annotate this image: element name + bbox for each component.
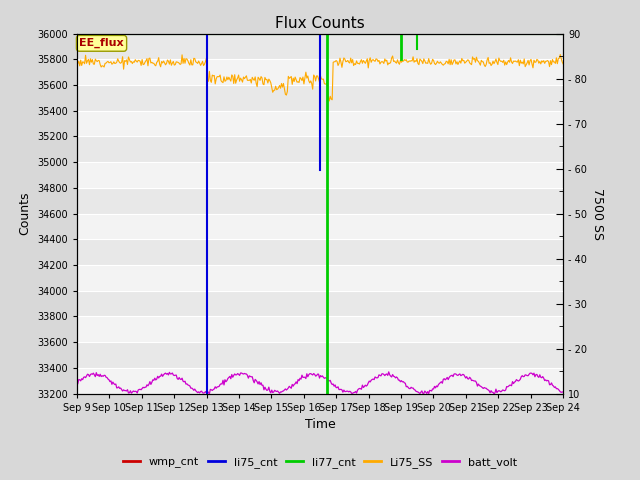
Bar bbox=[77, 316, 563, 342]
Bar bbox=[77, 214, 563, 240]
Bar bbox=[77, 111, 563, 136]
Legend: wmp_cnt, li75_cnt, li77_cnt, Li75_SS, batt_volt: wmp_cnt, li75_cnt, li77_cnt, Li75_SS, ba… bbox=[119, 452, 521, 472]
Bar bbox=[77, 162, 563, 188]
Bar bbox=[77, 265, 563, 291]
Title: Flux Counts: Flux Counts bbox=[275, 16, 365, 31]
Text: EE_flux: EE_flux bbox=[79, 38, 124, 48]
Bar bbox=[77, 60, 563, 85]
X-axis label: Time: Time bbox=[305, 418, 335, 431]
Y-axis label: 7500 SS: 7500 SS bbox=[591, 188, 604, 240]
Y-axis label: Counts: Counts bbox=[19, 192, 31, 235]
Bar bbox=[77, 368, 563, 394]
